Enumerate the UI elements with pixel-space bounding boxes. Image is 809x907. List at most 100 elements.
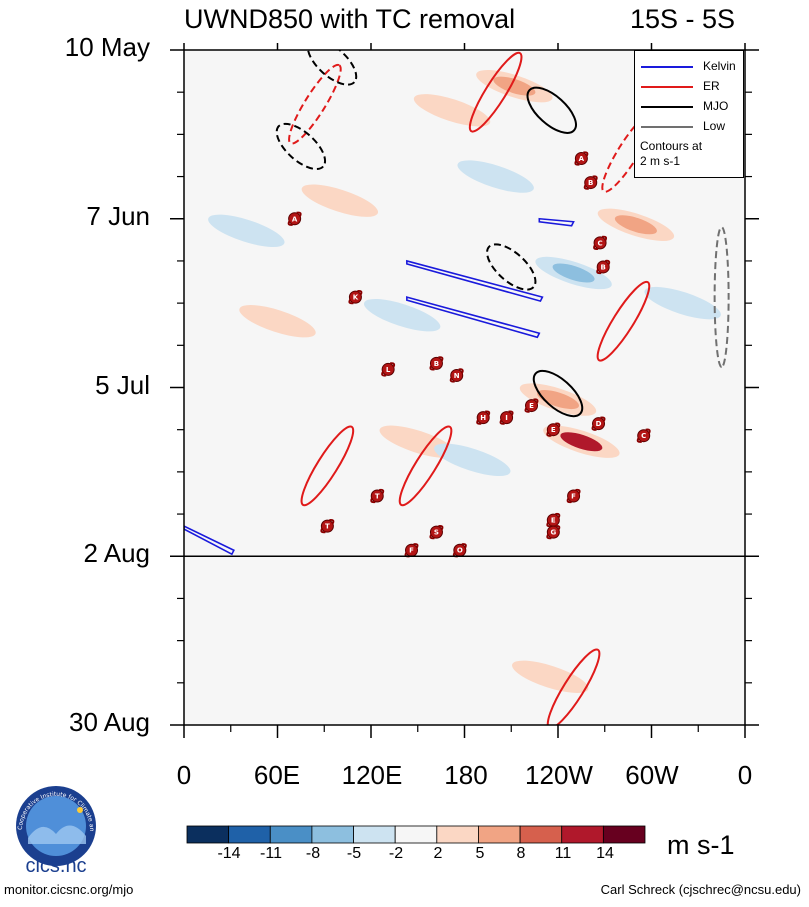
tc-letter: N	[454, 372, 460, 380]
tc-symbol-icon	[476, 411, 490, 425]
westerly-anomaly	[476, 69, 553, 103]
easterly-anomaly	[434, 443, 511, 477]
tc-letter: K	[353, 294, 359, 302]
anomaly-core	[493, 76, 536, 96]
mjo-contour	[532, 369, 584, 418]
tc-marker: C	[636, 428, 651, 443]
tc-symbol-icon	[525, 399, 539, 413]
contour-note: Contours at 2 m s-1	[640, 139, 702, 169]
tc-letter: C	[598, 239, 603, 247]
tc-spiral-arm	[508, 410, 514, 417]
kelvin-contour	[406, 296, 541, 339]
tc-spiral-arm	[600, 416, 606, 423]
footer-author: Carl Schreck (cjschrec@ncsu.edu)	[600, 882, 801, 897]
tc-letter: A	[579, 155, 585, 163]
tc-marker: T	[320, 518, 335, 534]
y-tick-label: 5 Jul	[95, 370, 150, 400]
colorbar-label: 11	[554, 845, 572, 862]
tc-marker: F	[566, 488, 581, 504]
contour-note-line: Contours at	[640, 139, 703, 153]
tc-marker: E	[546, 512, 561, 528]
tc-spiral-arm	[438, 356, 444, 362]
colorbar-label: -14	[217, 845, 241, 862]
tc-marker: N	[449, 368, 464, 383]
colorbar-label: -8	[305, 845, 321, 862]
tc-symbol-icon	[429, 356, 443, 370]
colorbar-swatch	[519, 825, 563, 844]
cicsnc-logo: Cooperative Institute for Climate and Sa…	[8, 782, 96, 877]
tc-spiral-arm	[287, 220, 293, 226]
tc-spiral-arm	[546, 533, 552, 540]
easterly-anomaly	[535, 256, 612, 290]
tc-spiral-arm	[381, 370, 387, 377]
er-contour	[398, 425, 453, 507]
legend-item-kelvin: Kelvin	[635, 59, 743, 75]
tc-marker: E	[524, 398, 539, 413]
tc-letter: B	[588, 179, 593, 187]
anomaly-patch	[434, 443, 511, 477]
anomaly-core	[614, 215, 657, 235]
wind-anomaly-field	[208, 69, 721, 693]
tc-symbol-icon	[567, 489, 581, 503]
low-contour	[713, 226, 730, 369]
er-line-swatch	[641, 86, 693, 88]
logo-wordmark: cics.nc	[25, 855, 86, 877]
tc-spiral-arm	[357, 289, 363, 296]
easterly-anomaly	[208, 214, 285, 247]
y-tick-label: 2 Aug	[83, 538, 150, 568]
tc-letter: E	[529, 402, 534, 410]
tc-spiral-arm	[533, 398, 539, 405]
tc-letter: T	[325, 523, 330, 531]
kelvin-contour	[406, 259, 544, 303]
tc-spiral-arm	[593, 244, 599, 251]
tc-spiral-arm	[458, 368, 464, 374]
colorbar-swatch	[186, 825, 230, 844]
colorbar-swatch	[311, 825, 354, 844]
tc-symbol-icon	[370, 489, 384, 503]
tc-letter: B	[434, 360, 439, 368]
tc-spiral-arm	[348, 298, 354, 305]
tc-spiral-arm	[485, 410, 491, 417]
logo-sun	[77, 807, 83, 813]
tc-spiral-arm	[320, 527, 326, 534]
tc-marker: H	[476, 410, 491, 425]
footer-url[interactable]: monitor.cicsnc.org/mjo	[4, 882, 134, 897]
x-tick-label: 0	[176, 760, 192, 790]
colorbar-label: -11	[260, 845, 282, 862]
anomaly-core	[536, 390, 580, 410]
mjo-contour	[275, 122, 327, 171]
er-contour	[596, 280, 651, 362]
y-tick-label: 10 May	[64, 32, 150, 62]
tc-marker: A	[574, 151, 589, 166]
tc-marker: K	[348, 289, 363, 305]
colorbar-label: 5	[475, 845, 485, 862]
tc-spiral-arm	[575, 488, 581, 495]
tc-letter: E	[551, 517, 556, 525]
tc-symbol-icon	[500, 411, 514, 425]
tc-spiral-arm	[370, 497, 376, 504]
tc-spiral-arm	[605, 259, 611, 266]
tc-marker: T	[370, 488, 385, 504]
anomaly-patch	[208, 214, 285, 247]
tc-spiral-arm	[555, 512, 561, 519]
x-tick-label: 0	[737, 760, 753, 790]
tc-symbol-icon	[348, 290, 362, 304]
tc-marker: G	[546, 524, 561, 540]
legend-label: Kelvin	[703, 59, 736, 73]
colorbar-label: -2	[388, 845, 404, 862]
tc-letter: A	[292, 215, 298, 223]
anomaly-patch	[239, 305, 316, 338]
colorbar-swatch	[561, 825, 604, 844]
easterly-anomaly	[457, 160, 534, 193]
chart-title: UWND850 with TC removal	[184, 4, 516, 34]
er-contour	[468, 51, 523, 133]
tc-symbol-icon	[584, 176, 598, 190]
tc-symbol-icon	[450, 368, 464, 382]
tc-marker: F	[404, 543, 419, 558]
tc-spiral-arm	[449, 376, 455, 383]
westerly-anomaly	[543, 425, 620, 458]
tc-spiral-arm	[389, 362, 396, 368]
er-contour	[300, 425, 355, 507]
x-tick-label: 60E	[253, 760, 301, 790]
